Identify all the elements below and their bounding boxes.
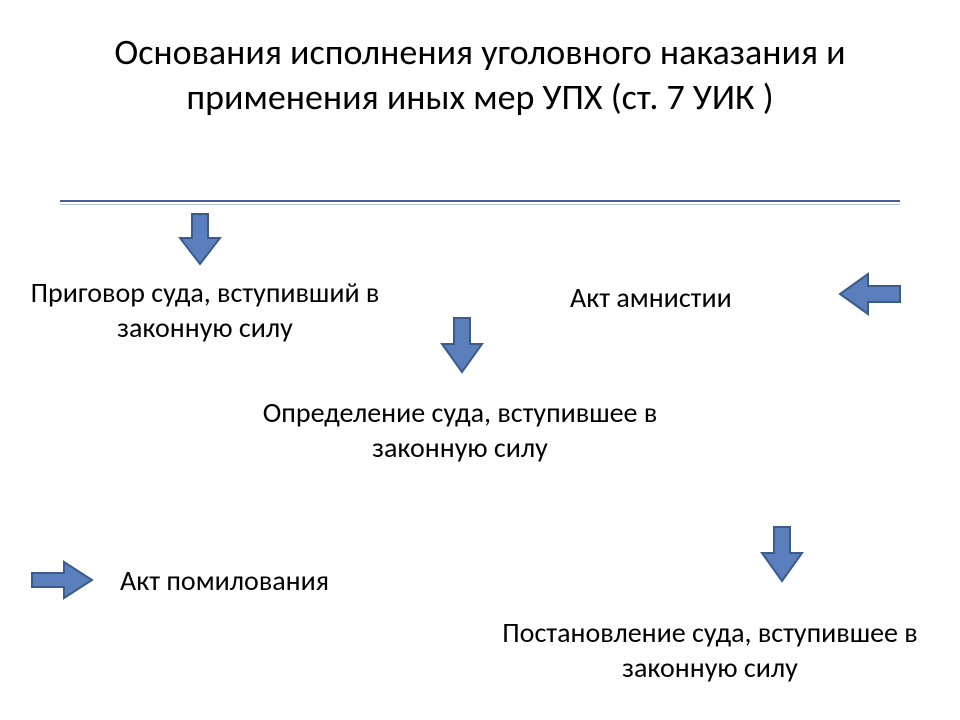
arrow-left-icon xyxy=(838,272,902,316)
arrow-down-icon xyxy=(440,316,484,374)
slide-title: Основания исполнения уголовного наказани… xyxy=(50,30,910,120)
determination-text: Определение суда, вступившее в законную … xyxy=(260,395,660,465)
arrow-down-icon xyxy=(760,525,804,583)
pardon-text: Акт помилования xyxy=(120,563,329,598)
title-underline xyxy=(60,200,900,202)
slide: Основания исполнения уголовного наказани… xyxy=(0,0,960,720)
amnesty-text: Акт амнистии xyxy=(570,280,732,315)
ruling-text: Постановление суда, вступившее в законну… xyxy=(460,615,960,685)
verdict-text: Приговор суда, вступивший в законную сил… xyxy=(10,275,400,345)
arrow-down-icon xyxy=(178,212,222,266)
arrow-right-icon xyxy=(30,560,94,600)
